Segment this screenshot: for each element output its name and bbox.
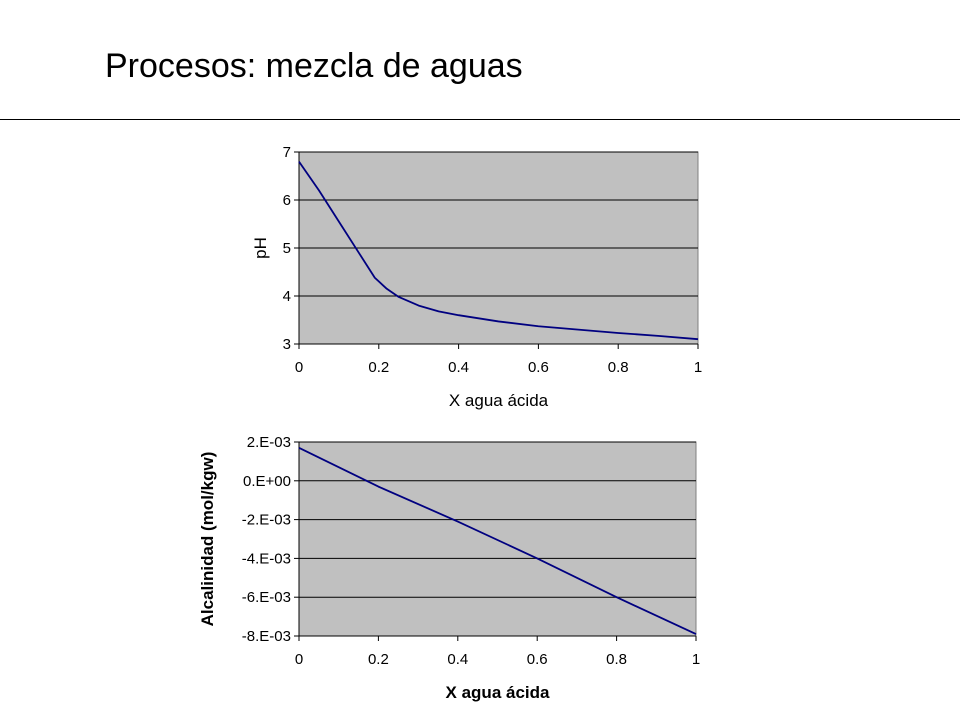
x-tick-label: 1 — [694, 359, 702, 376]
x-tick-label: 0.6 — [527, 651, 548, 668]
x-axis-label: X agua ácida — [446, 683, 550, 702]
y-tick-label: 5 — [283, 240, 291, 257]
y-tick-label: 0.E+00 — [243, 473, 291, 490]
x-tick-label: 0.4 — [448, 359, 469, 376]
x-tick-label: 0.6 — [528, 359, 549, 376]
x-tick-label: 0.8 — [606, 651, 627, 668]
x-tick-label: 1 — [692, 651, 700, 668]
x-tick-label: 0.2 — [368, 359, 389, 376]
series-line — [298, 161, 699, 341]
slide-title: Procesos: mezcla de aguas — [105, 47, 523, 85]
x-tick-label: 0 — [295, 651, 303, 668]
y-tick-label: -8.E-03 — [242, 628, 291, 645]
y-axis-label: Alcalinidad (mol/kgw) — [198, 452, 217, 627]
x-axis-label: X agua ácida — [449, 391, 549, 410]
y-tick-label: 2.E-03 — [247, 434, 291, 451]
y-tick-label: 3 — [283, 336, 291, 353]
y-tick-label: 7 — [283, 144, 291, 161]
y-tick-label: 6 — [283, 192, 291, 209]
title-divider — [0, 119, 960, 120]
x-tick-label: 0 — [295, 359, 303, 376]
y-tick-label: -4.E-03 — [242, 550, 291, 567]
series-line — [298, 447, 697, 635]
y-tick-label: -2.E-03 — [242, 512, 291, 529]
x-tick-label: 0.8 — [608, 359, 629, 376]
x-tick-label: 0.4 — [447, 651, 468, 668]
x-tick-label: 0.2 — [368, 651, 389, 668]
y-tick-label: 4 — [283, 288, 291, 305]
y-tick-label: -6.E-03 — [242, 589, 291, 606]
y-axis-label: pH — [251, 237, 270, 259]
